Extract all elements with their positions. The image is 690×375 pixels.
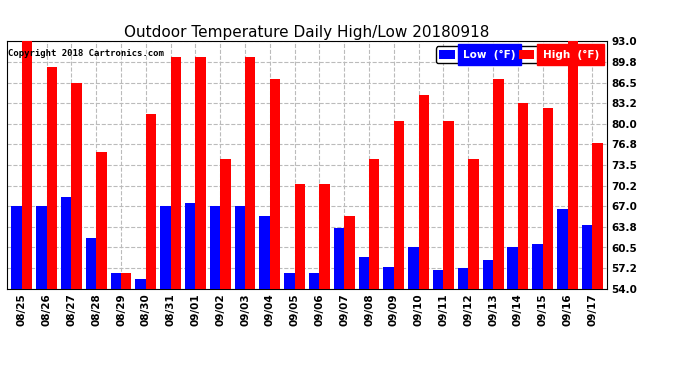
Bar (543, 108, 553, 375)
Bar (245, 57, 255, 375)
Bar (507, 248, 518, 375)
Bar (394, 121, 404, 375)
Bar (309, 273, 319, 375)
Title: Outdoor Temperature Daily High/Low 20180918: Outdoor Temperature Daily High/Low 20180… (124, 25, 490, 40)
Bar (469, 159, 479, 375)
Bar (532, 244, 543, 375)
Bar (86, 238, 96, 375)
Bar (121, 273, 131, 375)
Bar (557, 209, 567, 375)
Bar (259, 216, 270, 375)
Bar (444, 121, 454, 375)
Bar (170, 57, 181, 375)
Text: Copyright 2018 Cartronics.com: Copyright 2018 Cartronics.com (8, 49, 164, 58)
Bar (146, 114, 156, 375)
Bar (369, 159, 380, 375)
Bar (36, 206, 47, 375)
Bar (408, 248, 419, 375)
Bar (334, 228, 344, 375)
Bar (71, 82, 82, 375)
Bar (235, 206, 245, 375)
Bar (295, 184, 305, 375)
Bar (220, 159, 230, 375)
Bar (458, 268, 469, 375)
Bar (483, 260, 493, 375)
Bar (61, 197, 71, 375)
Bar (47, 67, 57, 375)
Bar (319, 184, 330, 375)
Bar (592, 143, 603, 375)
Bar (359, 257, 369, 375)
Bar (384, 267, 394, 375)
Bar (110, 273, 121, 375)
Bar (135, 279, 146, 375)
Bar (433, 270, 444, 375)
Bar (11, 206, 22, 375)
Bar (22, 41, 32, 375)
Bar (96, 152, 107, 375)
Legend: Low  (°F), High  (°F): Low (°F), High (°F) (436, 46, 602, 63)
Bar (582, 225, 592, 375)
Bar (518, 104, 529, 375)
Bar (185, 203, 195, 375)
Bar (195, 57, 206, 375)
Bar (210, 206, 220, 375)
Bar (160, 206, 170, 375)
Bar (344, 216, 355, 375)
Bar (567, 41, 578, 375)
Bar (270, 80, 280, 375)
Bar (284, 273, 295, 375)
Bar (493, 80, 504, 375)
Bar (419, 95, 429, 375)
